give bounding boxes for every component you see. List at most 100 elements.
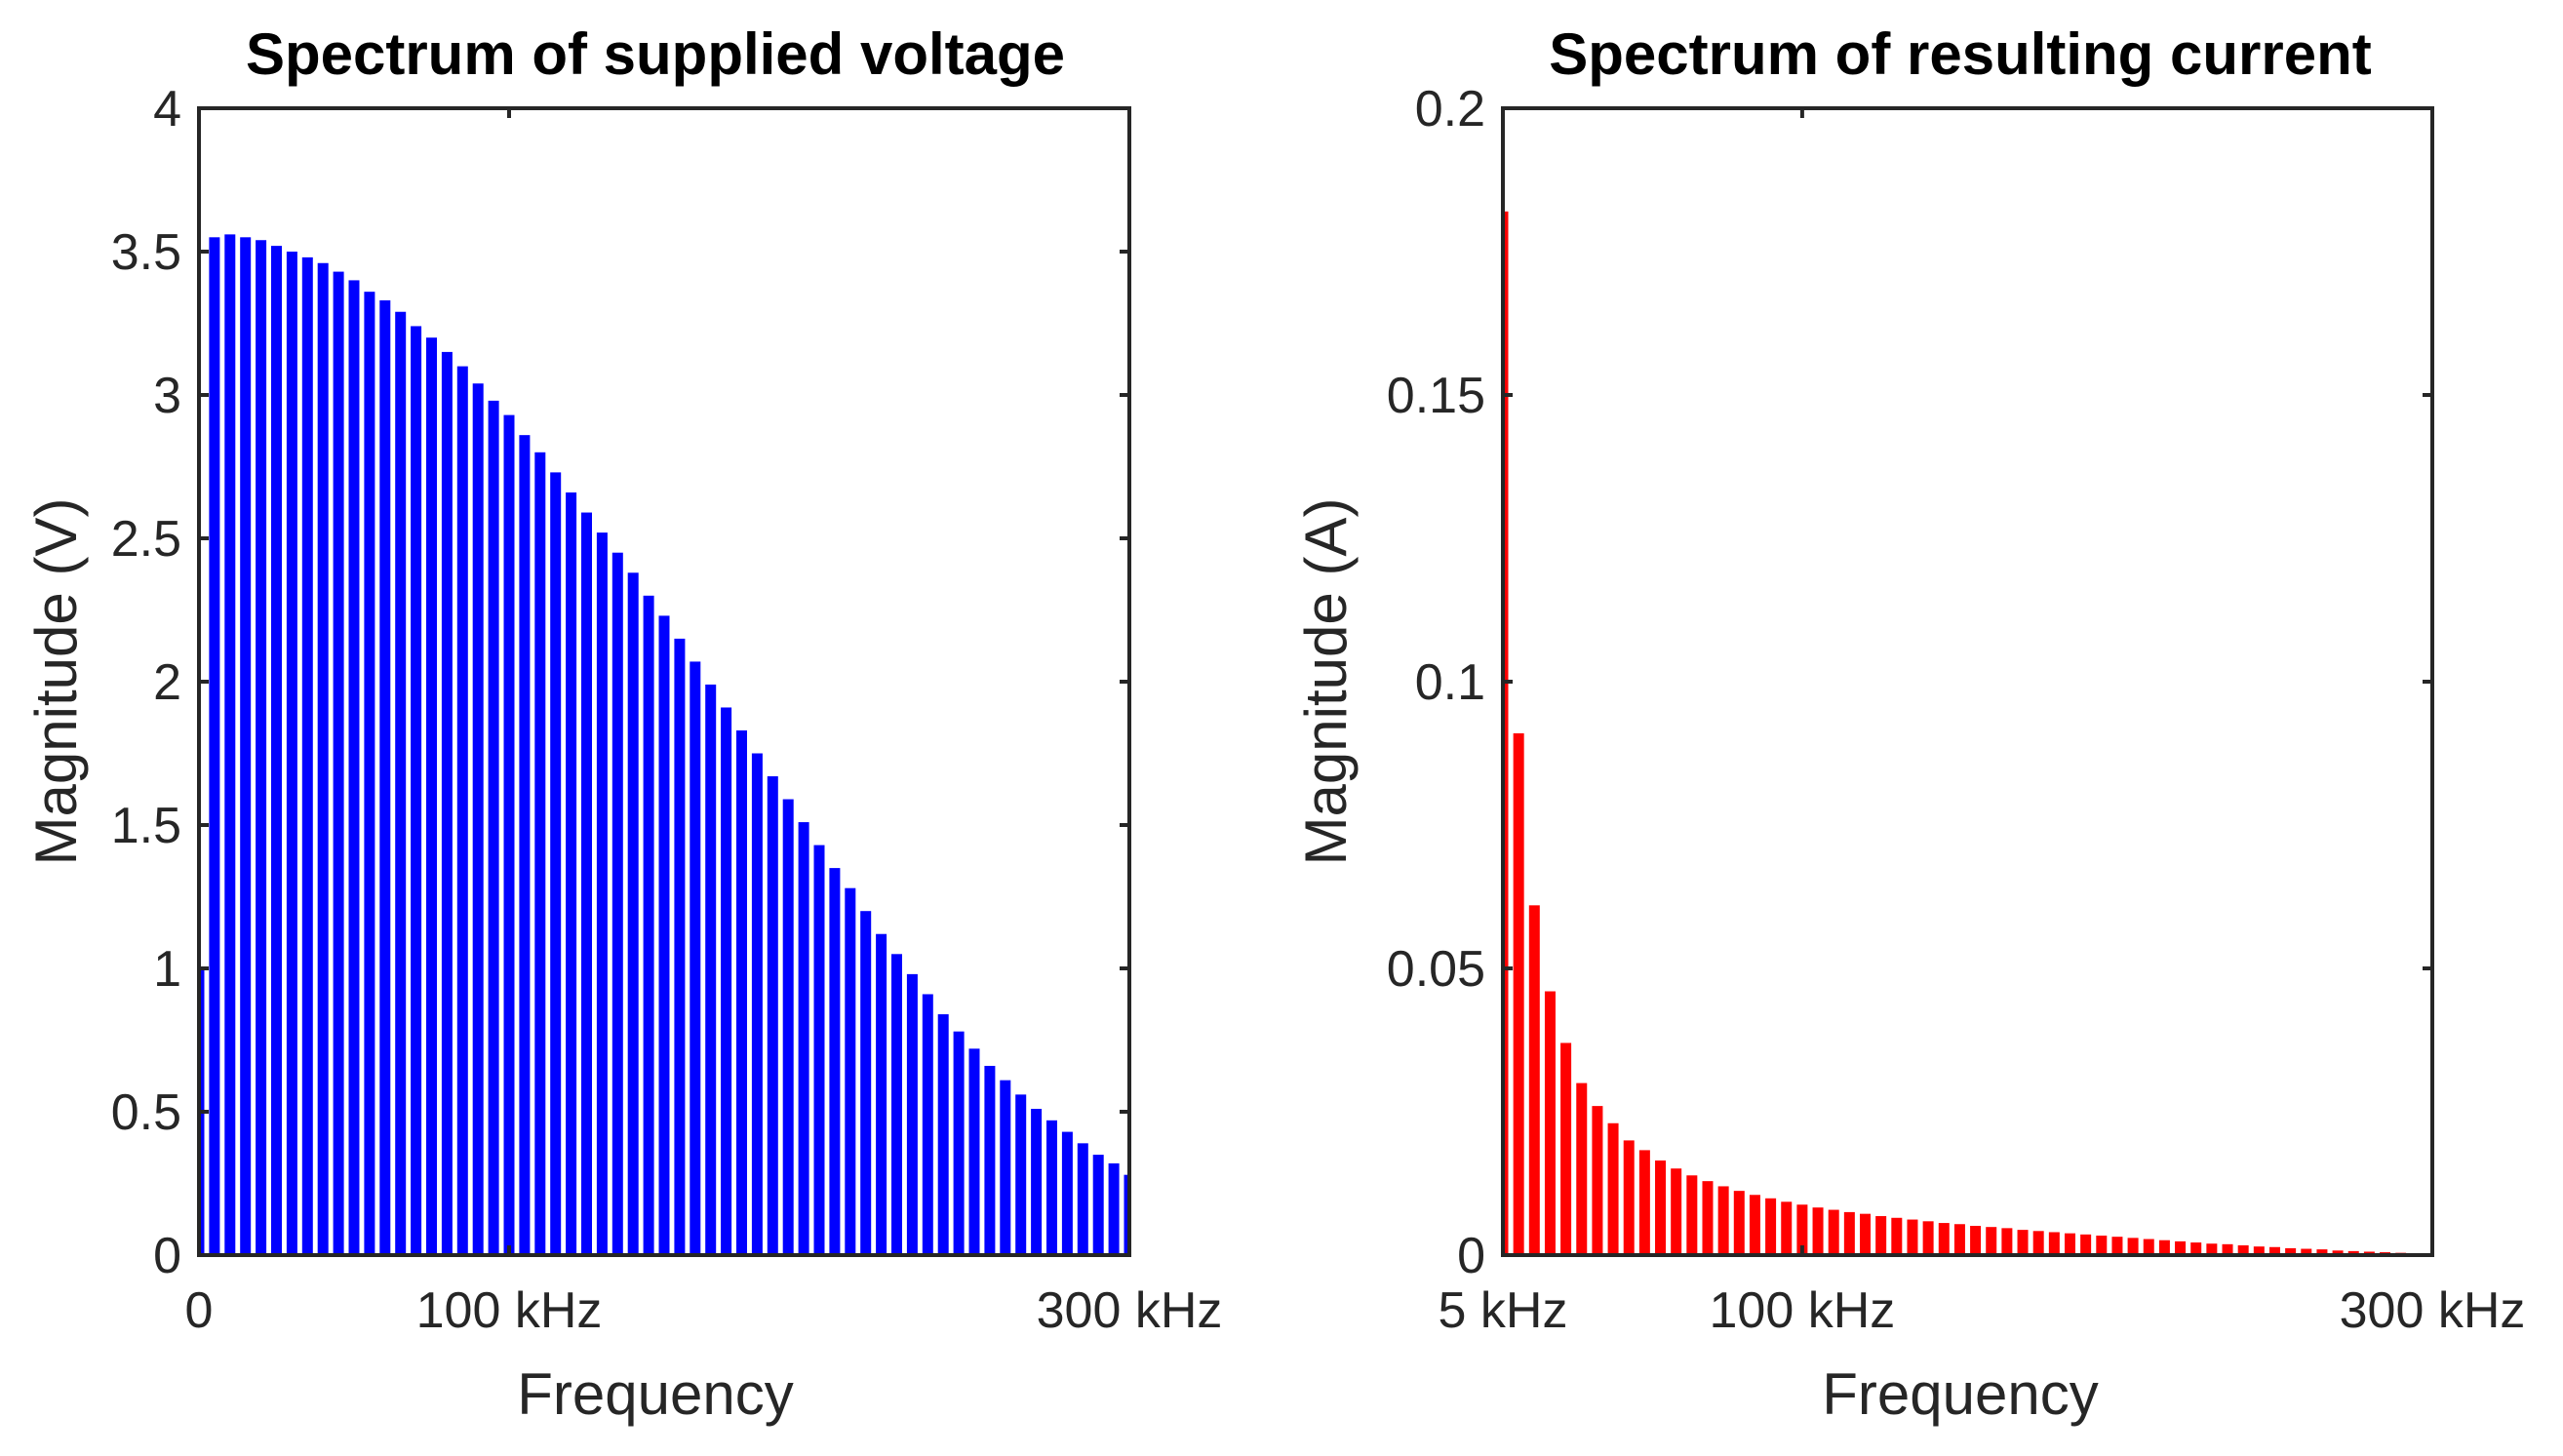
voltage-bar — [488, 400, 499, 1255]
voltage-bar — [581, 512, 592, 1255]
current-bar — [2332, 1250, 2344, 1255]
current-bar — [2253, 1246, 2265, 1255]
current-bar — [2127, 1238, 2139, 1255]
voltage-x-tick-label: 0 — [185, 1282, 214, 1339]
current-bar — [1875, 1216, 1887, 1255]
current-y-tick-label: 0.05 — [1387, 941, 1485, 998]
voltage-bar — [1124, 1174, 1129, 1255]
current-y-tick-label: 0 — [1457, 1228, 1485, 1284]
voltage-bar — [968, 1048, 980, 1255]
voltage-bar — [472, 383, 484, 1255]
voltage-bar — [209, 237, 220, 1255]
current-bar — [1938, 1223, 1950, 1255]
voltage-bar — [736, 729, 747, 1255]
current-bar — [1592, 1106, 1603, 1255]
current-bar — [1843, 1211, 1855, 1255]
current-bar — [1922, 1221, 1934, 1255]
voltage-y-tick-label: 2 — [153, 654, 181, 711]
voltage-bar — [643, 595, 654, 1255]
voltage-bar — [379, 299, 391, 1256]
current-bar — [1717, 1186, 1729, 1255]
voltage-bar — [922, 994, 933, 1255]
voltage-bar — [426, 337, 437, 1255]
voltage-bar — [906, 973, 918, 1255]
voltage-bar — [705, 684, 717, 1255]
current-bar — [1986, 1227, 1997, 1255]
voltage-bar — [1092, 1155, 1104, 1255]
voltage-bar — [411, 326, 422, 1255]
current-bar — [2080, 1234, 2092, 1255]
current-bar — [2190, 1242, 2202, 1255]
voltage-bar — [271, 246, 282, 1255]
current-bar — [2017, 1230, 2029, 1255]
current-bar — [2301, 1248, 2312, 1255]
current-bar — [1655, 1160, 1667, 1255]
voltage-bar — [798, 822, 809, 1255]
current-bar — [1623, 1140, 1635, 1255]
current-bar — [1576, 1082, 1588, 1255]
current-bar — [2222, 1243, 2233, 1255]
voltage-bar — [1077, 1143, 1088, 1255]
voltage-bar — [317, 262, 329, 1255]
current-bar — [2347, 1250, 2359, 1255]
voltage-bar — [1061, 1131, 1073, 1255]
current-bar — [2048, 1232, 2060, 1255]
voltage-bar — [767, 776, 778, 1255]
current-bar — [2096, 1236, 2108, 1255]
voltage-y-tick-label: 2.5 — [111, 511, 181, 568]
voltage-bar — [395, 311, 407, 1255]
voltage-bar — [845, 887, 856, 1255]
voltage-bar — [364, 292, 375, 1255]
voltage-x-tick-labels: 0 100 kHz 300 kHz — [185, 1282, 1223, 1339]
current-bar — [1686, 1175, 1698, 1255]
current-bar — [2111, 1237, 2123, 1255]
current-chart: Spectrum of resulting current 0 0.05 0.1 0.… — [1293, 21, 2525, 1427]
voltage-bar — [503, 414, 515, 1256]
voltage-bar — [1015, 1094, 1027, 1255]
current-bar — [2143, 1239, 2154, 1255]
current-chart-title: Spectrum of resulting current — [1549, 21, 2371, 87]
current-bar — [2032, 1231, 2044, 1255]
voltage-x-tick-label: 100 kHz — [416, 1282, 603, 1339]
voltage-bar — [1108, 1162, 1120, 1255]
current-bar — [1860, 1213, 1872, 1255]
current-bar — [2175, 1240, 2187, 1255]
current-bar — [2316, 1249, 2328, 1255]
voltage-bar — [674, 638, 686, 1255]
current-bar — [2285, 1247, 2297, 1255]
voltage-bars — [199, 234, 1129, 1256]
current-bar — [1607, 1122, 1619, 1255]
voltage-bar — [534, 452, 546, 1255]
voltage-y-tick-label: 3 — [153, 368, 181, 424]
voltage-bar — [456, 366, 468, 1256]
current-bar — [1733, 1191, 1745, 1255]
current-bar — [2206, 1243, 2218, 1255]
current-x-tick-label: 5 kHz — [1439, 1282, 1568, 1339]
voltage-y-tick-label: 0.5 — [111, 1084, 181, 1141]
current-bar — [2158, 1240, 2170, 1255]
current-bar — [1970, 1226, 1982, 1255]
current-y-tick-label: 0.15 — [1387, 368, 1485, 424]
voltage-bar — [611, 552, 623, 1255]
voltage-y-tick-label: 4 — [153, 81, 181, 138]
voltage-bar — [301, 256, 313, 1255]
current-bar — [1560, 1043, 1572, 1255]
voltage-y-tick-label: 1 — [153, 941, 181, 998]
current-bar — [2064, 1233, 2075, 1255]
current-bar — [1702, 1181, 1714, 1255]
current-bar — [1812, 1207, 1824, 1255]
voltage-bar — [550, 472, 562, 1255]
voltage-bar — [348, 280, 360, 1255]
voltage-chart: Spectrum of supplied voltage 0 0.5 1 1.5 2 2.… — [23, 21, 1222, 1427]
voltage-y-tick-label: 3.5 — [111, 224, 181, 281]
voltage-bar — [721, 707, 732, 1255]
voltage-chart-title: Spectrum of supplied voltage — [246, 21, 1065, 87]
current-y-tick-label: 0.1 — [1415, 654, 1485, 711]
voltage-bar — [240, 237, 252, 1255]
voltage-bar — [627, 572, 639, 1255]
current-bar — [1528, 905, 1540, 1255]
current-bar — [1671, 1168, 1682, 1255]
voltage-bar — [658, 615, 670, 1255]
current-bars — [1503, 211, 2432, 1256]
